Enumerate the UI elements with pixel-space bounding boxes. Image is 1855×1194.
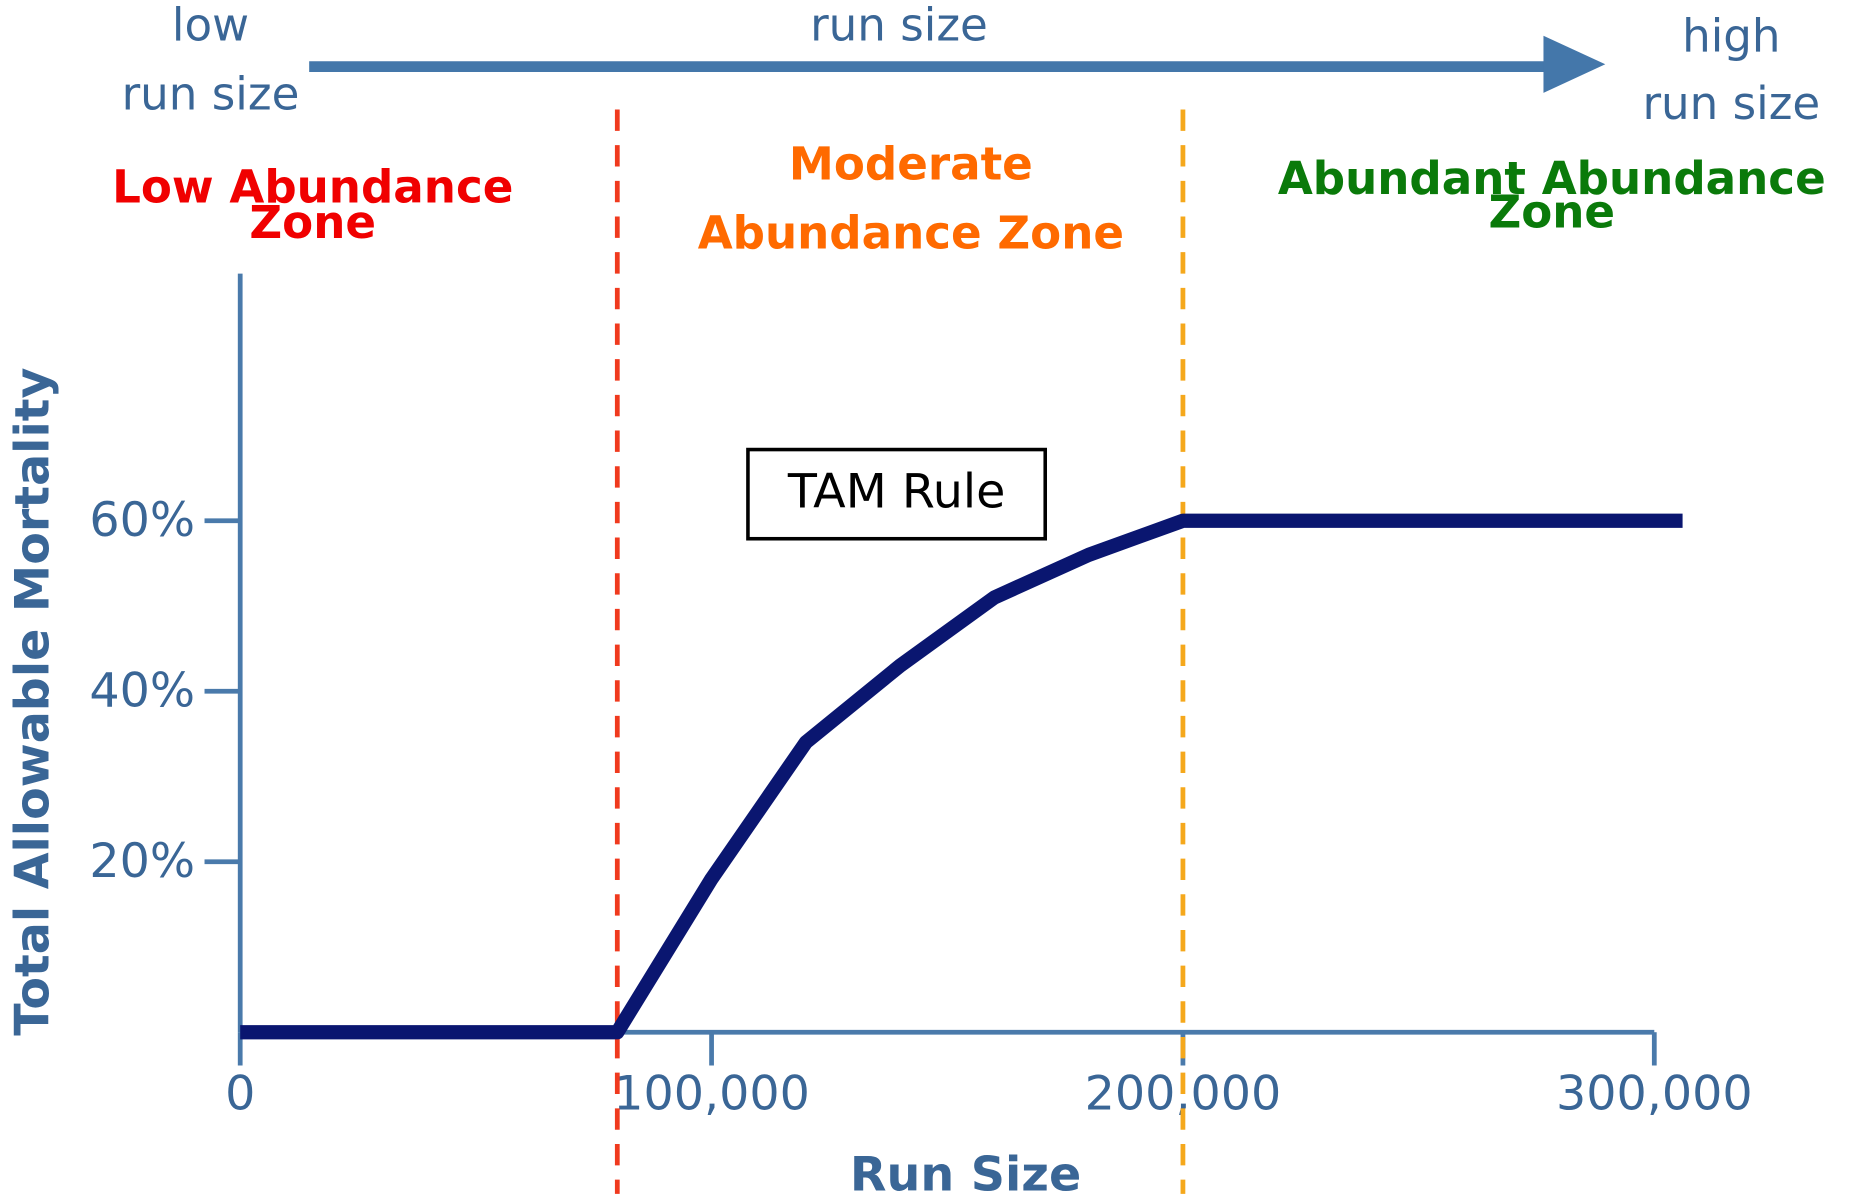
arrow-head (1543, 35, 1606, 93)
zone-label: Abundant Abundance (1278, 152, 1826, 205)
y-axis-label: Total Allowable Mortality (6, 368, 61, 1036)
y-tick-label: 40% (89, 664, 195, 719)
annotation: TAM Rule (787, 465, 1006, 520)
annotation-box (746, 447, 1048, 541)
arrow-label: high (1682, 9, 1780, 62)
x-tick-label: 300,000 (1556, 1066, 1753, 1121)
zone-label: Zone (1488, 185, 1615, 238)
zone-label: Moderate (789, 138, 1033, 191)
x-axis-label: Run Size (850, 1147, 1081, 1194)
arrow-label: low (172, 0, 249, 52)
tam-line (240, 513, 1683, 1040)
x-tick-label: 100,000 (613, 1066, 810, 1121)
arrow-label: run size (810, 0, 988, 52)
y-tick-label: 20% (89, 834, 195, 889)
arrow-label: run size (122, 68, 300, 121)
x-tick-label: 0 (225, 1066, 255, 1121)
arrow-label: run size (1642, 77, 1820, 130)
zone-label: Abundance Zone (698, 207, 1124, 260)
zone-label: Low Abundance (112, 160, 513, 213)
y-tick-label: 60% (89, 493, 195, 548)
zone-label: Zone (249, 196, 376, 249)
